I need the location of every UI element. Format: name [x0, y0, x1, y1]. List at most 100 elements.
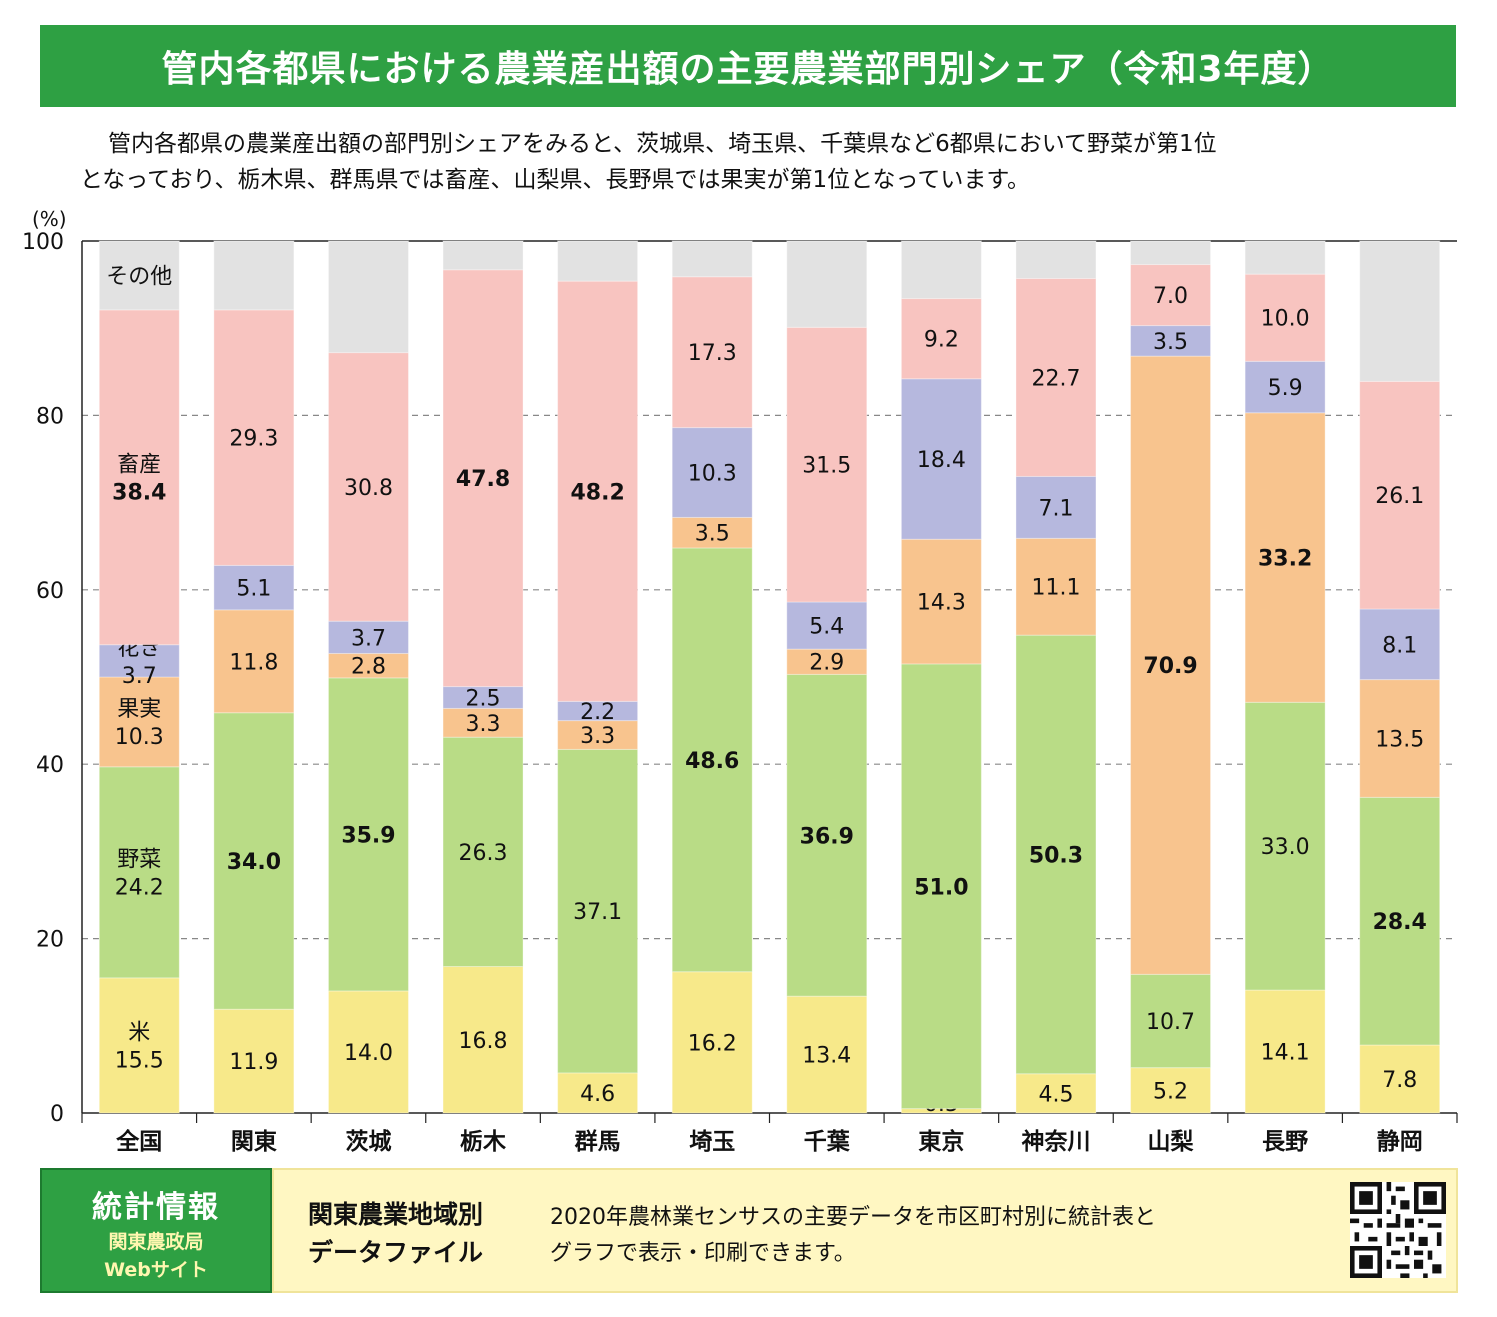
bar-segment-vegetables	[443, 737, 524, 967]
data-label: 13.4	[802, 1044, 851, 1069]
bar-segment-other	[213, 241, 294, 310]
data-label: 22.7	[1031, 366, 1080, 391]
bar-segment-fruit	[1015, 538, 1096, 636]
bar-segment-edge	[1015, 240, 1097, 279]
bar-segment-vegetables	[901, 663, 982, 1109]
data-label: 3.5	[695, 522, 730, 547]
data-label: 50.3	[1029, 843, 1083, 868]
bar-segment-vegetables	[557, 749, 638, 1073]
y-tick-label: 100	[22, 230, 64, 255]
data-label: 16.2	[688, 1031, 737, 1056]
x-tick-label: 東京	[918, 1128, 964, 1155]
data-label: 26.1	[1375, 484, 1424, 509]
bar-segment-livestock	[1245, 274, 1326, 362]
x-tick-label: 全国	[115, 1128, 162, 1155]
bar-segment-edge	[1359, 240, 1441, 382]
bar-segment-edge	[671, 971, 753, 1114]
x-tick-label: 長野	[1262, 1129, 1308, 1155]
data-label: 28.4	[1373, 910, 1427, 935]
data-label: 5.2	[1153, 1079, 1188, 1104]
bar-segment-vegetables	[99, 766, 180, 978]
data-label: 34.0	[227, 850, 281, 875]
stats-info-badge[interactable]: 統計情報 関東農政局 Webサイト	[40, 1168, 272, 1293]
bar-segment-other	[1245, 241, 1326, 275]
bar-segment-fruit	[672, 517, 753, 548]
data-label: 10.3	[688, 462, 737, 487]
bar-segment-livestock	[1130, 264, 1211, 326]
bar-segment-rice	[1245, 990, 1326, 1113]
bar-segment-rice	[328, 990, 409, 1113]
data-label: 2.2	[580, 700, 615, 725]
bar-segment-rice	[557, 1072, 638, 1113]
bar-segment-edge	[98, 644, 180, 678]
bar-segment-fruit	[1130, 356, 1211, 975]
bar-segment-flowers	[901, 378, 982, 540]
bar-segment-other	[443, 241, 524, 270]
bar-segment-flowers	[1015, 476, 1096, 539]
data-label: 37.1	[573, 900, 622, 925]
data-label: 4.5	[1038, 1082, 1073, 1107]
datafile-panel: 関東農業地域別 データファイル 2020年農林業センサスの主要データを市区町村別…	[272, 1168, 1458, 1293]
qr-code-icon[interactable]	[1350, 1182, 1446, 1278]
x-tick-label: 群馬	[574, 1128, 621, 1155]
bar-segment-other	[672, 241, 753, 277]
badge-title: 統計情報	[92, 1190, 220, 1225]
data-label: 31.5	[802, 454, 851, 479]
bar-segment-flowers	[328, 621, 409, 654]
bar-segment-livestock	[786, 327, 867, 603]
bar-segment-other	[786, 241, 867, 328]
bar-segment-edge	[442, 707, 524, 738]
data-label: 14.0	[344, 1041, 393, 1066]
bar-segment-fruit	[786, 649, 867, 675]
data-label: 16.8	[459, 1029, 508, 1054]
x-tick-label: 神奈川	[1021, 1128, 1090, 1155]
data-label: 36.9	[800, 824, 854, 849]
data-label: 51.0	[914, 875, 968, 900]
bar-segment-flowers	[786, 602, 867, 650]
data-label: 5.9	[1268, 376, 1303, 401]
data-label: 10.3	[115, 725, 164, 750]
data-label: 35.9	[341, 823, 395, 848]
x-tick-label: 静岡	[1377, 1128, 1423, 1155]
footer-banner: 統計情報 関東農政局 Webサイト 関東農業地域別 データファイル 2020年農…	[40, 1168, 1458, 1293]
bar-segment-edge	[98, 977, 180, 1114]
data-label: 9.2	[924, 328, 959, 353]
intro-text: 管内各都県の農業産出額の部門別シェアをみると、茨城県、埼玉県、千葉県など6都県に…	[80, 126, 1460, 198]
bar-segment-flowers	[1359, 608, 1440, 680]
data-label: 48.2	[570, 480, 624, 505]
intro-line-1: 管内各都県の農業産出額の部門別シェアをみると、茨城県、埼玉県、千葉県など6都県に…	[108, 131, 1217, 157]
data-label: 3.7	[122, 664, 157, 689]
bar-segment-other	[99, 241, 180, 310]
bar-segment-edge	[1130, 240, 1212, 266]
data-label: 14.3	[917, 591, 966, 616]
bar-segment-other	[1359, 241, 1440, 382]
bar-segment-other	[1015, 241, 1096, 279]
segment-name-label: 米	[128, 1020, 150, 1045]
data-label: 70.9	[1143, 654, 1197, 679]
data-label: 7.1	[1038, 496, 1073, 521]
bar-segment-rice	[672, 971, 753, 1113]
data-label: 10.0	[1261, 307, 1310, 332]
data-label: 3.3	[580, 724, 615, 749]
data-label: 11.1	[1031, 576, 1080, 601]
bar-segment-livestock	[557, 281, 638, 702]
data-label: 33.2	[1258, 547, 1312, 572]
datafile-desc-line-1: 2020年農林業センサスの主要データを市区町村別に統計表と	[550, 1205, 1156, 1230]
bar-segment-rice	[786, 996, 867, 1113]
stacked-bar-chart: 020406080100(%)米15.5野菜24.2果実10.3花き3.7畜産3…	[22, 207, 1458, 1155]
y-tick-label: 0	[50, 1102, 64, 1127]
x-tick-label: 関東	[231, 1129, 277, 1155]
bar-segment-rice	[99, 977, 180, 1113]
x-tick-label: 千葉	[804, 1129, 851, 1155]
bar-segment-edge	[98, 240, 180, 311]
bar-segment-edge	[213, 609, 295, 714]
segment-name-label: 畜産	[117, 452, 161, 477]
bar-segment-livestock	[672, 276, 753, 428]
data-label: 10.7	[1146, 1010, 1195, 1035]
y-unit-label: (%)	[32, 207, 67, 231]
bar-segment-vegetables	[213, 712, 294, 1010]
data-label: 48.6	[685, 749, 739, 774]
bar-segment-rice	[1130, 1067, 1211, 1113]
data-label: 3.7	[351, 626, 386, 651]
data-label: 30.8	[344, 476, 393, 501]
